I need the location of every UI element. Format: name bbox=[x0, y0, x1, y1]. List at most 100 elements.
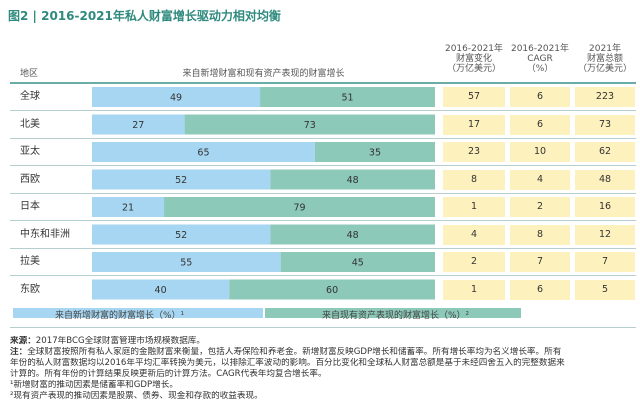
bar-label-existing-assets: 45 bbox=[352, 258, 364, 269]
bar-label-new-wealth: 49 bbox=[170, 93, 182, 104]
source-label: 来源： bbox=[10, 336, 36, 346]
header-cagr: 2016-2021年 CAGR （%） bbox=[508, 44, 572, 74]
bar-label-existing-assets: 48 bbox=[347, 175, 359, 186]
table-cell-cagr: 2 bbox=[510, 197, 570, 217]
bar-existing-assets bbox=[229, 279, 435, 300]
header-change-line1: 2016-2021年 bbox=[444, 44, 504, 54]
bar-label-existing-assets: 60 bbox=[326, 285, 338, 296]
bar-label-existing-assets: 51 bbox=[341, 93, 353, 104]
note-line-5: ²现有资产表现的推动因素是股票、债券、现金和存款的收益表现。 bbox=[10, 391, 263, 401]
header-divider bbox=[10, 82, 636, 84]
stacked-bar-chart: 49 51 27 73 65 35 52 48 21 79 52 48 55 45 40 60 bbox=[92, 87, 435, 300]
table-cell-total: 7 bbox=[575, 252, 635, 272]
region-label: 拉美 bbox=[20, 256, 40, 267]
note-text-1: 全球财富按照所有私人家庭的金融财富来衡量，包括人寿保险和养老金。新增财富反映GD… bbox=[27, 347, 562, 357]
table-cell-total: 16 bbox=[575, 197, 635, 217]
table-cell-cagr: 6 bbox=[510, 114, 570, 135]
header-total: 2021年 财富总额 （万亿美元） bbox=[573, 44, 637, 74]
header-cagr-line3: （%） bbox=[526, 64, 554, 74]
table-cell-change: 2 bbox=[443, 252, 505, 272]
table-cell-cagr: 8 bbox=[510, 224, 570, 245]
table-cell-total: 73 bbox=[575, 114, 635, 135]
header-cagr-line2: CAGR bbox=[527, 54, 553, 64]
header-region: 地区 bbox=[20, 69, 39, 79]
footnotes: 来源：2017年BCG全球财富管理市场规模数据库。 注：全球财富按照所有私人家庭… bbox=[10, 336, 634, 402]
region-label: 亚太 bbox=[20, 146, 40, 157]
header-total-line2: 财富总额 bbox=[586, 54, 623, 64]
bar-existing-assets bbox=[184, 114, 435, 135]
source-line: 来源：2017年BCG全球财富管理市场规模数据库。 bbox=[10, 336, 634, 347]
bar-label-new-wealth: 65 bbox=[197, 148, 209, 159]
bar-existing-assets bbox=[280, 252, 435, 272]
header-cagr-line1: 2016-2021年 bbox=[510, 44, 570, 54]
bar-new-wealth bbox=[92, 197, 165, 217]
legend-label-existing-assets: 来自现有资产表现的财富增长（%）² bbox=[322, 311, 470, 321]
bar-label-existing-assets: 79 bbox=[293, 203, 305, 214]
region-label: 西欧 bbox=[20, 173, 40, 185]
bar-new-wealth bbox=[92, 87, 261, 107]
bar-existing-assets bbox=[270, 169, 435, 190]
header-total-line3: （万亿美元） bbox=[577, 64, 632, 74]
region-label: 全球 bbox=[20, 91, 40, 102]
row-divider bbox=[10, 137, 636, 139]
region-label: 东欧 bbox=[20, 283, 40, 295]
legend-label-new-wealth: 来自新增财富的财富增长（%）¹ bbox=[55, 311, 185, 321]
bar-label-new-wealth: 52 bbox=[175, 175, 187, 186]
bar-new-wealth bbox=[92, 224, 271, 245]
legend-swatch-existing-assets bbox=[265, 308, 521, 318]
table-cell-change: 57 bbox=[443, 87, 505, 107]
table-cell-change: 17 bbox=[443, 114, 505, 135]
table-cell-total: 62 bbox=[575, 142, 635, 162]
bar-label-existing-assets: 35 bbox=[369, 148, 381, 159]
bar-new-wealth bbox=[92, 114, 185, 135]
bar-existing-assets bbox=[314, 142, 435, 162]
header-bar: 来自新增财富和现有资产表现的财富增长 bbox=[182, 69, 345, 79]
header-total-line1: 2021年 bbox=[589, 44, 621, 54]
bar-label-new-wealth: 27 bbox=[132, 120, 144, 131]
bar-new-wealth bbox=[92, 169, 271, 190]
bar-label-existing-assets: 73 bbox=[304, 120, 316, 131]
bar-new-wealth bbox=[92, 142, 315, 162]
bar-label-new-wealth: 21 bbox=[122, 203, 134, 214]
table-cell-cagr: 7 bbox=[510, 252, 570, 272]
table-cell-total: 223 bbox=[575, 87, 635, 107]
bar-label-new-wealth: 55 bbox=[180, 258, 192, 269]
header-change-line2: 财富变化 bbox=[455, 54, 492, 64]
header-change-line3: （万亿美元） bbox=[446, 64, 501, 74]
note-line-4: ¹新增财富的推动因素是储蓄率和GDP增长。 bbox=[10, 380, 178, 390]
source-text: 2017年BCG全球财富管理市场规模数据库。 bbox=[35, 336, 205, 346]
table-cell-total: 48 bbox=[575, 169, 635, 190]
region-label: 中东和非洲 bbox=[20, 228, 70, 240]
table-cell-cagr: 6 bbox=[510, 279, 570, 300]
table-cell-change: 1 bbox=[443, 279, 505, 300]
note-label: 注： bbox=[10, 347, 28, 357]
bar-existing-assets bbox=[260, 87, 435, 107]
chart-title: 图2 | 2016-2021年私人财富增长驱动力相对均衡 bbox=[8, 9, 281, 23]
table-cell-change: 4 bbox=[443, 224, 505, 245]
header-change: 2016-2021年 财富变化 （万亿美元） bbox=[441, 44, 507, 74]
row-divider bbox=[10, 247, 636, 249]
note-line-2: 年份的私人财富数据均以2016年平均汇率转换为美元，以排除汇率波动的影响。百分比… bbox=[10, 358, 565, 368]
row-divider bbox=[10, 275, 636, 276]
note-line-3: 计算的。所有年份的计算结果反映更新后的计算方法。CAGR代表年均复合增长率。 bbox=[10, 369, 327, 379]
region-label: 北美 bbox=[20, 118, 40, 130]
table-cell-change: 8 bbox=[443, 169, 505, 190]
region-label: 日本 bbox=[20, 201, 40, 212]
row-divider bbox=[10, 110, 636, 111]
table-cell-cagr: 10 bbox=[510, 142, 570, 162]
bar-label-new-wealth: 40 bbox=[155, 285, 167, 296]
bar-existing-assets bbox=[164, 197, 435, 217]
legend-divider bbox=[10, 327, 636, 328]
bar-new-wealth bbox=[92, 252, 281, 272]
table-cell-total: 5 bbox=[575, 279, 635, 300]
bar-existing-assets bbox=[270, 224, 435, 245]
row-divider bbox=[10, 220, 636, 221]
table-cell-change: 23 bbox=[443, 142, 505, 162]
bar-new-wealth bbox=[92, 279, 230, 300]
table-cell-cagr: 6 bbox=[510, 87, 570, 107]
table-cell-change: 1 bbox=[443, 197, 505, 217]
row-divider bbox=[10, 165, 636, 166]
bar-label-new-wealth: 52 bbox=[175, 230, 187, 241]
note-line-1: 注：全球财富按照所有私人家庭的金融财富来衡量，包括人寿保险和养老金。新增财富反映… bbox=[10, 347, 634, 358]
table-cell-cagr: 4 bbox=[510, 169, 570, 190]
